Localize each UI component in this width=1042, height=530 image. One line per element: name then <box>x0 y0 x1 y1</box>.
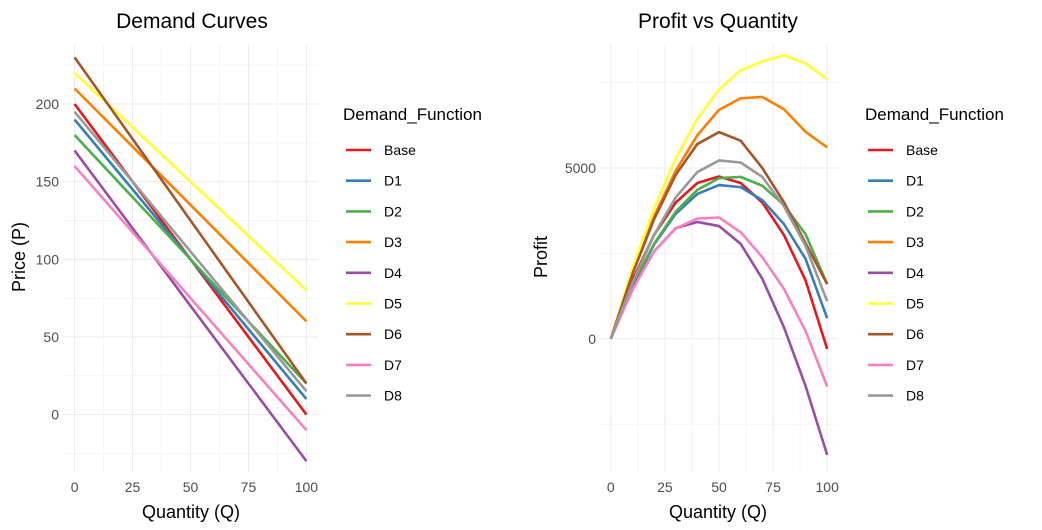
x-tick-label: 75 <box>765 479 781 495</box>
series-line-d5 <box>609 53 828 340</box>
legend-label-d1: D1 <box>906 173 924 189</box>
series-line-d6 <box>609 130 829 340</box>
legend-label-d1: D1 <box>384 173 402 189</box>
series-line-d5 <box>73 72 308 292</box>
series-line-d3 <box>73 87 308 323</box>
profit-chart-title: Profit vs Quantity <box>638 10 798 33</box>
legend-label-d6: D6 <box>384 326 402 342</box>
demand-legend: Demand_Function Base D1 D2 D3 D4 D5 D6 D7 D8 <box>343 105 482 404</box>
x-tick-label: 25 <box>125 479 141 495</box>
profit-vs-quantity-panel: Profit vs Quantity 0 25 50 75 100 0 5000 Quan… <box>531 10 1004 522</box>
legend-label-d3: D3 <box>384 234 402 250</box>
y-tick-label: 50 <box>43 329 59 345</box>
series-line-d7 <box>609 216 829 388</box>
y-tick-label: 0 <box>51 407 59 423</box>
x-tick-label: 0 <box>607 479 615 495</box>
series-line-d8 <box>73 110 308 393</box>
y-tick-label: 0 <box>588 331 596 347</box>
series-line-d4 <box>73 149 308 462</box>
legend-label-d5: D5 <box>906 296 924 312</box>
series-line-d8 <box>609 159 829 340</box>
x-tick-label: 0 <box>71 479 79 495</box>
y-tick-label: 5000 <box>565 160 596 176</box>
legend-label-d7: D7 <box>384 357 402 373</box>
profit-legend: Demand_Function Base D1 D2 D3 D4 D5 D6 D7 D8 <box>865 105 1004 404</box>
legend-label-d4: D4 <box>906 265 924 281</box>
x-tick-label: 25 <box>657 479 673 495</box>
legend-label-d8: D8 <box>906 388 924 404</box>
demand-legend-title: Demand_Function <box>343 105 482 124</box>
profit-legend-title: Demand_Function <box>865 105 1004 124</box>
legend-label-d7: D7 <box>906 357 924 373</box>
legend-label-d6: D6 <box>906 326 924 342</box>
series-line-d6 <box>73 56 308 385</box>
demand-y-axis-title: Price (P) <box>9 222 29 292</box>
series-line-d2 <box>73 134 308 385</box>
demand-chart-title: Demand Curves <box>116 10 268 33</box>
legend-label-d5: D5 <box>384 296 402 312</box>
x-tick-label: 100 <box>295 479 319 495</box>
demand-x-axis-title: Quantity (Q) <box>142 502 240 522</box>
x-tick-label: 75 <box>241 479 257 495</box>
legend-label-base: Base <box>906 142 938 158</box>
series-line-d7 <box>73 165 308 431</box>
legend-label-d2: D2 <box>384 203 402 219</box>
y-tick-label: 200 <box>36 96 60 112</box>
y-tick-label: 100 <box>36 251 60 267</box>
legend-label-base: Base <box>384 142 416 158</box>
legend-label-d2: D2 <box>906 203 924 219</box>
legend-label-d4: D4 <box>384 265 402 281</box>
x-tick-label: 50 <box>711 479 727 495</box>
profit-y-axis-title: Profit <box>531 236 551 278</box>
y-tick-label: 150 <box>36 174 60 190</box>
demand-curves-panel: Demand Curves 0 25 50 75 100 0 50 100 150 200 Qu… <box>9 10 482 522</box>
profit-x-axis-title: Quantity (Q) <box>669 502 767 522</box>
legend-label-d8: D8 <box>384 388 402 404</box>
x-tick-label: 50 <box>183 479 199 495</box>
legend-label-d3: D3 <box>906 234 924 250</box>
x-tick-label: 100 <box>816 479 840 495</box>
